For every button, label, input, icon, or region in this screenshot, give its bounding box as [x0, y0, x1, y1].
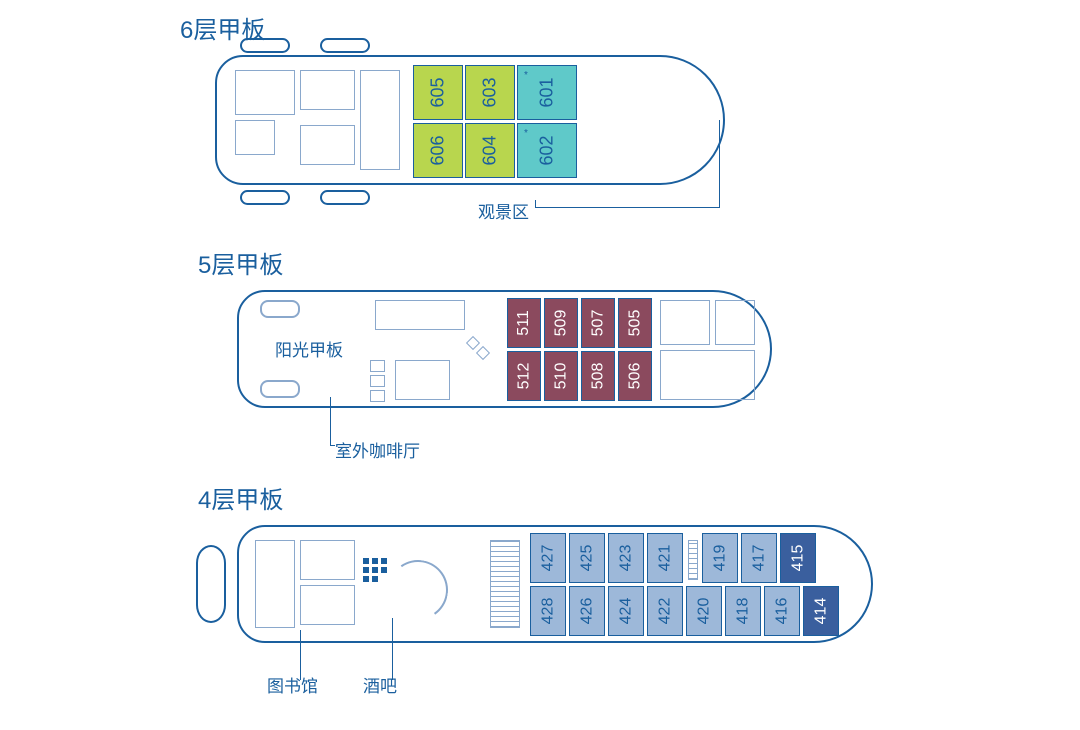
deck6-lifeboat-0: [240, 38, 290, 53]
deck4-detail-2: [381, 558, 387, 564]
deck5-interior-box-0: [370, 360, 385, 372]
deck5-interior-box-1: [395, 360, 450, 400]
deck4-room-415: 415: [780, 533, 816, 583]
deck4-room-416: 416: [764, 586, 800, 636]
deck4-room-414: 414: [803, 586, 839, 636]
deck5-leader-0: [330, 397, 331, 445]
deck4-tender: [196, 545, 226, 623]
deck4-room-424: 424: [608, 586, 644, 636]
deck4-detail-6: [363, 576, 369, 582]
deck5-interior-box-1: [370, 375, 385, 387]
deck6-interior-box-0: [235, 70, 295, 115]
deck4-room-421: 421: [647, 533, 683, 583]
deck5-room-512: 512: [507, 351, 541, 401]
deck4-room-420: 420: [686, 586, 722, 636]
deck4-annotation-bar: 酒吧: [363, 672, 397, 697]
deck6-room-606: 606: [413, 123, 463, 178]
deck4-room-427: 427: [530, 533, 566, 583]
deck4-detail-5: [381, 567, 387, 573]
deck4-leader-1: [392, 618, 393, 680]
deck5-lifeboat-1: [260, 380, 300, 398]
deck5-interior-box-2: [370, 390, 385, 402]
deck5-room-509: 509: [544, 298, 578, 348]
deck4-room-423: 423: [608, 533, 644, 583]
deck6-interior-box-3: [300, 125, 355, 165]
deck5-room-508: 508: [581, 351, 615, 401]
deck6-interior-box-1: [235, 120, 275, 155]
deck5-annotation-sundeck: 阳光甲板: [275, 336, 343, 361]
deck4-room-422: 422: [647, 586, 683, 636]
deck5-interior-box-3: [660, 350, 755, 400]
deck6-lifeboat-2: [240, 190, 290, 205]
deck6-interior-box-2: [300, 70, 355, 110]
deck6-room-603: 603: [465, 65, 515, 120]
deck5-room-505: 505: [618, 298, 652, 348]
deck6-annotation-viewing: 观景区: [478, 198, 529, 223]
deck5-room-510: 510: [544, 351, 578, 401]
deck5-room-506: 506: [618, 351, 652, 401]
deck4-interior-box-2: [300, 585, 355, 625]
deck4-interior-box-1: [300, 540, 355, 580]
deck5-lifeboat-0: [260, 300, 300, 318]
deck4-interior-box-0: [255, 540, 295, 628]
deck6-interior-box-4: [360, 70, 400, 170]
deck5-title: 5层甲板: [198, 245, 283, 280]
deck5-interior-box-0: [375, 300, 465, 330]
deck6-leader-2: [719, 120, 720, 208]
deck4-room-418: 418: [725, 586, 761, 636]
deck4-detail-4: [372, 567, 378, 573]
deck4-room-417: 417: [741, 533, 777, 583]
deck6-room-604: 604: [465, 123, 515, 178]
deck5-interior-box-2: [660, 300, 710, 345]
deck4-room-419: 419: [702, 533, 738, 583]
deck6-room-601: 601*: [517, 65, 577, 120]
deck4-annotation-library: 图书馆: [267, 672, 318, 697]
deck6-room-605: 605: [413, 65, 463, 120]
deck4-title: 4层甲板: [198, 480, 283, 515]
deck4-room-428: 428: [530, 586, 566, 636]
deck4-detail-0: [363, 558, 369, 564]
deck6-room-602: 602*: [517, 123, 577, 178]
deck6-leader-1: [535, 207, 720, 208]
deck4-stairs-0: [490, 540, 520, 628]
deck6-lifeboat-1: [320, 38, 370, 53]
deck6-lifeboat-3: [320, 190, 370, 205]
deck5-room-507: 507: [581, 298, 615, 348]
deck4-detail-1: [372, 558, 378, 564]
deck5-room-511: 511: [507, 298, 541, 348]
deck4-room-426: 426: [569, 586, 605, 636]
deck4-stairs-1: [688, 540, 698, 580]
deck5-interior-box-4: [715, 300, 755, 345]
deck5-annotation-cafe: 室外咖啡厅: [335, 437, 420, 462]
deck4-detail-3: [363, 567, 369, 573]
deck4-detail-7: [372, 576, 378, 582]
deck4-room-425: 425: [569, 533, 605, 583]
